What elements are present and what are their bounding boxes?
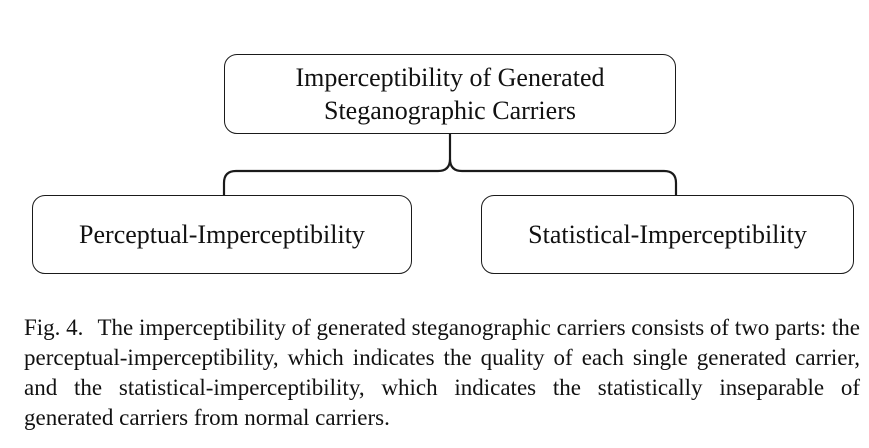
figure-caption: Fig. 4. The imperceptibility of generated… [24, 313, 860, 433]
root-node-line-1: Imperceptibility of Generated [295, 63, 605, 92]
root-node-label: Imperceptibility of Generated Steganogra… [296, 61, 605, 127]
brace-connector [222, 132, 678, 197]
statistical-node: Statistical-Imperceptibility [481, 195, 854, 274]
perceptual-node-label: Perceptual-Imperceptibility [79, 220, 365, 249]
root-node-line-2: Steganographic Carriers [324, 96, 576, 125]
root-node: Imperceptibility of Generated Steganogra… [224, 54, 676, 134]
perceptual-node: Perceptual-Imperceptibility [32, 195, 412, 274]
figure-label: Fig. 4. [24, 315, 84, 340]
taxonomy-diagram: Imperceptibility of Generated Steganogra… [32, 54, 854, 274]
statistical-node-label: Statistical-Imperceptibility [528, 220, 807, 249]
caption-text: The imperceptibility of generated stegan… [24, 315, 861, 430]
